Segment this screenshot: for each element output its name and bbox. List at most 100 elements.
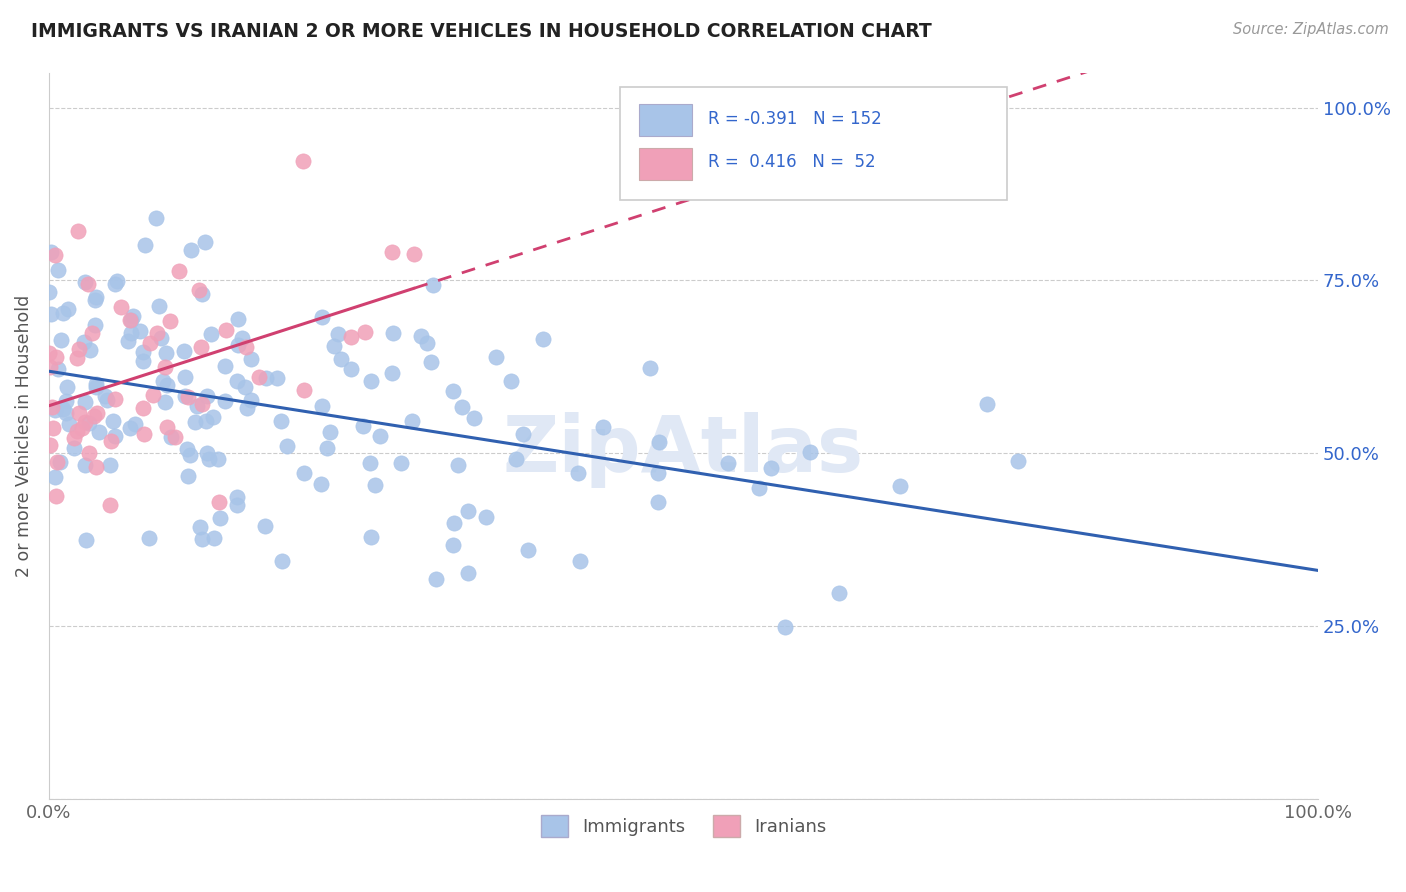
Point (247, 369, 270, 384)
Point (96, 393, 118, 408)
Point (195, 389, 218, 403)
Point (110, 300, 132, 314)
Point (567, 466, 589, 480)
Point (145, 211, 167, 226)
Point (39, 307, 62, 321)
Point (231, 331, 253, 345)
Point (165, 430, 187, 444)
Point (120, 421, 142, 435)
Point (73, 276, 96, 290)
Point (83, 318, 105, 332)
Point (44, 403, 66, 417)
Point (309, 477, 332, 491)
Point (208, 495, 231, 509)
Point (44, 470, 66, 484)
Point (117, 334, 139, 349)
Point (103, 414, 125, 428)
Point (73, 334, 96, 349)
Point (176, 442, 198, 456)
Point (188, 520, 211, 534)
Point (191, 287, 214, 301)
Point (159, 429, 181, 443)
Point (291, 154, 314, 169)
Point (75, 458, 97, 472)
Point (188, 284, 211, 298)
Point (75, 533, 97, 547)
Point (292, 383, 315, 397)
Point (775, 620, 797, 634)
Point (512, 427, 534, 442)
Point (39, 244, 62, 259)
Point (416, 336, 439, 351)
Point (214, 322, 236, 336)
Point (889, 478, 911, 492)
Point (132, 344, 155, 359)
Point (73, 395, 96, 409)
Point (200, 326, 222, 341)
Point (516, 543, 538, 558)
Point (105, 274, 128, 288)
Point (118, 312, 141, 326)
Point (236, 401, 259, 416)
Point (82, 326, 104, 341)
Point (315, 441, 337, 455)
Point (124, 417, 146, 431)
Point (381, 366, 404, 380)
Point (142, 388, 165, 402)
Point (73, 415, 96, 429)
Point (190, 340, 212, 354)
Point (58, 417, 80, 431)
Point (759, 461, 782, 475)
Point (311, 399, 333, 413)
Point (177, 390, 200, 404)
Legend: Immigrants, Iranians: Immigrants, Iranians (533, 808, 834, 844)
Point (120, 326, 142, 341)
Point (235, 340, 257, 354)
FancyBboxPatch shape (640, 104, 692, 136)
Point (233, 380, 256, 394)
Point (98, 458, 121, 472)
Point (799, 444, 821, 458)
Point (179, 448, 201, 462)
Point (38, 438, 60, 452)
Point (404, 247, 426, 261)
FancyBboxPatch shape (640, 148, 692, 179)
Point (380, 245, 402, 260)
Point (401, 414, 423, 428)
Point (569, 553, 592, 567)
Point (38, 285, 60, 299)
Point (717, 456, 740, 470)
Point (77, 445, 100, 459)
Point (104, 429, 127, 443)
Point (214, 359, 236, 373)
Point (56, 380, 79, 394)
Point (443, 516, 465, 531)
Point (150, 331, 173, 345)
Point (198, 451, 221, 466)
Point (457, 566, 479, 581)
Point (83, 409, 105, 423)
Point (340, 361, 363, 376)
Point (202, 531, 225, 545)
Point (647, 466, 669, 480)
Point (84, 290, 107, 304)
Point (254, 371, 277, 385)
Point (173, 343, 195, 358)
Point (226, 490, 249, 504)
Point (194, 235, 217, 249)
Point (475, 510, 498, 524)
Point (104, 392, 127, 406)
Point (420, 355, 443, 369)
Point (499, 374, 522, 388)
Point (94, 389, 117, 403)
Point (368, 429, 391, 443)
Point (48, 455, 70, 469)
Point (239, 351, 262, 366)
Point (364, 478, 387, 492)
Point (647, 495, 669, 509)
Point (159, 314, 181, 328)
Point (266, 371, 288, 385)
Point (354, 325, 377, 339)
Point (56, 301, 79, 316)
Point (360, 530, 382, 544)
